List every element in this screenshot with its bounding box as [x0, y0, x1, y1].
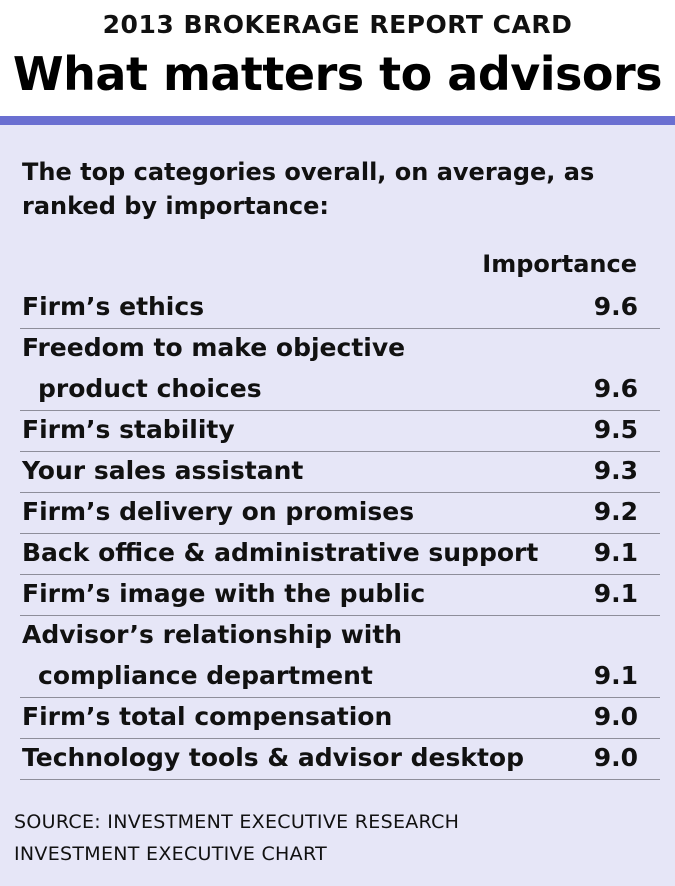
row-label: compliance department — [38, 661, 373, 690]
row-label: Firm’s image with the public — [22, 579, 426, 608]
row-value: 9.0 — [593, 702, 638, 731]
ranking-table: Firm’s ethics 9.6 Freedom to make objectiv… — [20, 288, 660, 780]
accent-bar — [0, 116, 675, 125]
row-label: Firm’s delivery on promises — [22, 497, 415, 526]
row-value: 9.1 — [593, 579, 638, 608]
table-row: Technology tools & advisor desktop 9.0 — [20, 739, 660, 780]
row-value: 9.2 — [593, 497, 638, 526]
row-label: Firm’s stability — [22, 415, 235, 444]
table-row: Advisor’s relationship with compliance de… — [20, 616, 660, 698]
row-label: Advisor’s relationship with — [22, 620, 403, 649]
importance-column-header: Importance — [482, 250, 637, 278]
table-row: Back office & administrative support 9.1 — [20, 534, 660, 575]
table-row: Firm’s image with the public 9.1 — [20, 575, 660, 616]
table-row: Firm’s delivery on promises 9.2 — [20, 493, 660, 534]
row-label: Firm’s ethics — [22, 292, 205, 321]
table-row: Firm’s ethics 9.6 — [20, 288, 660, 329]
row-value: 9.3 — [593, 456, 638, 485]
row-value: 9.6 — [593, 374, 638, 403]
page-title: What matters to advisors — [12, 47, 663, 101]
row-value: 9.0 — [593, 743, 638, 772]
table-row: Firm’s stability 9.5 — [20, 411, 660, 452]
table-row: Freedom to make objective product choices… — [20, 329, 660, 411]
table-panel: The top categories overall, on average, … — [0, 125, 675, 886]
row-label: product choices — [38, 374, 262, 403]
header: 2013 BROKERAGE REPORT CARD What matters … — [0, 0, 675, 116]
row-value: 9.1 — [593, 538, 638, 567]
row-label: Technology tools & advisor desktop — [22, 743, 524, 772]
table-row: Firm’s total compensation 9.0 — [20, 698, 660, 739]
row-value: 9.1 — [593, 661, 638, 690]
row-label: Back office & administrative support — [22, 538, 539, 567]
row-value: 9.6 — [593, 292, 638, 321]
intro-line-1: The top categories overall, on average, … — [22, 158, 595, 186]
source-note: SOURCE: INVESTMENT EXECUTIVE RESEARCH — [14, 811, 460, 833]
table-row: Your sales assistant 9.3 — [20, 452, 660, 493]
intro-line-2: ranked by importance: — [22, 192, 330, 220]
row-value: 9.5 — [593, 415, 638, 444]
intro-text: The top categories overall, on average, … — [22, 155, 642, 223]
report-supertitle: 2013 BROKERAGE REPORT CARD — [102, 10, 573, 39]
chart-credit: INVESTMENT EXECUTIVE CHART — [14, 843, 327, 865]
row-label: Firm’s total compensation — [22, 702, 393, 731]
row-label: Freedom to make objective — [22, 333, 406, 362]
row-label: Your sales assistant — [22, 456, 304, 485]
